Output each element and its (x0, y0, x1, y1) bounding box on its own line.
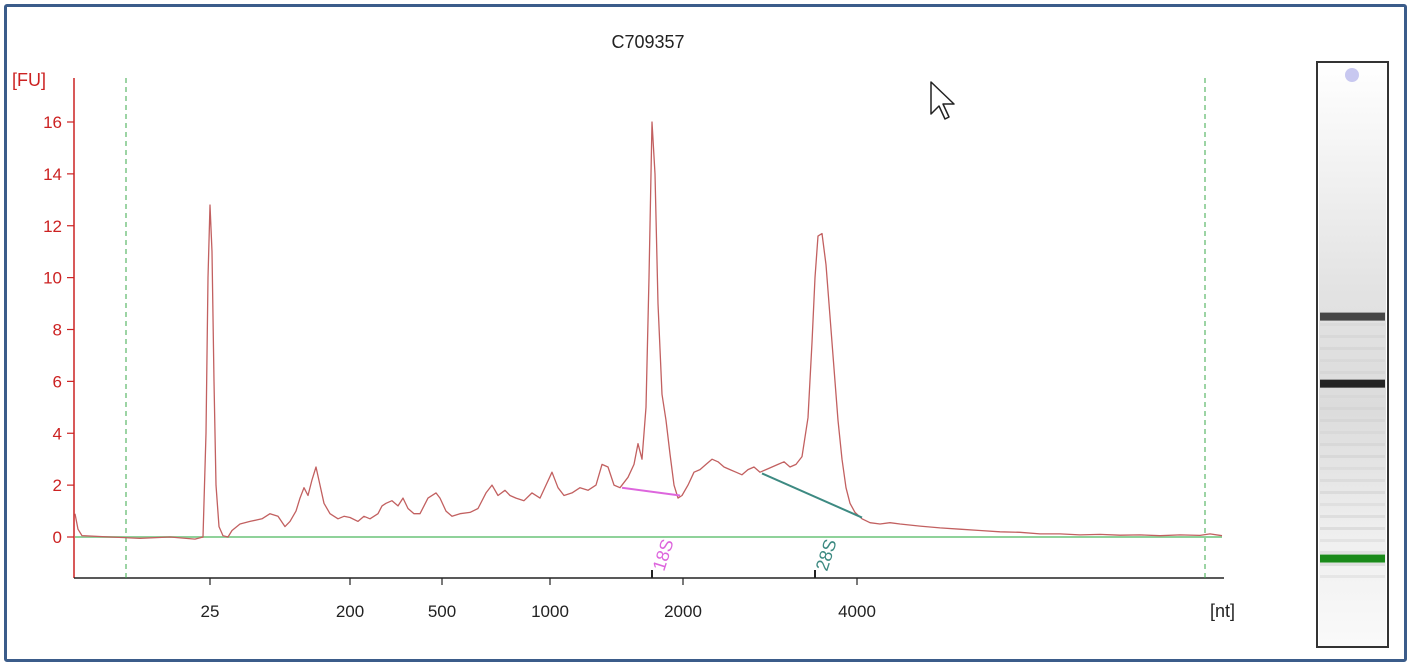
gel-lane (1316, 61, 1389, 648)
gel-faint-band (1320, 407, 1385, 410)
chart-title: C709357 (611, 32, 684, 52)
gel-faint-band (1320, 491, 1385, 494)
y-tick-label: 14 (43, 165, 62, 184)
gel-band (1320, 312, 1385, 321)
gel-marker-dot (1345, 68, 1359, 82)
y-tick-label: 2 (53, 476, 62, 495)
gel-faint-band (1320, 503, 1385, 506)
peak-baseline-18s (621, 486, 681, 497)
y-tick-label: 8 (53, 321, 62, 340)
peak-baseline-28s (761, 472, 863, 519)
x-tick-label: 2000 (664, 602, 702, 621)
gel-faint-band (1320, 431, 1385, 434)
x-tick-label: 200 (336, 602, 364, 621)
gel-band (1320, 379, 1385, 388)
gel-faint-band (1320, 455, 1385, 458)
y-tick-label: 0 (53, 528, 62, 547)
gel-faint-band (1320, 443, 1385, 446)
y-tick-label: 10 (43, 269, 62, 288)
x-tick-label: 1000 (531, 602, 569, 621)
trace-line (74, 121, 1223, 540)
y-tick-label: 16 (43, 113, 62, 132)
gel-faint-band (1320, 359, 1385, 362)
peak-label-18s: 18S (649, 537, 678, 574)
gel-image (1319, 63, 1386, 646)
gel-faint-band (1320, 371, 1385, 374)
y-tick-label: 6 (53, 372, 62, 391)
plot-area: 0 2 4 6 8 10 12 14 16 25 200 500 1000 2000 4000 18S 28S (43, 78, 1224, 621)
gel-faint-band (1320, 467, 1385, 470)
x-tick-label: 25 (201, 602, 220, 621)
gel-faint-band (1320, 515, 1385, 518)
chart-frame (4, 4, 1407, 662)
gel-faint-band (1320, 419, 1385, 422)
gel-smear (1319, 63, 1386, 646)
gel-faint-band (1320, 335, 1385, 338)
y-tick-label: 4 (53, 424, 62, 443)
mouse-cursor-icon (930, 81, 955, 120)
y-axis-label: [FU] (12, 70, 46, 90)
gel-faint-band (1320, 575, 1385, 578)
peak-label-28s: 28S (812, 537, 841, 574)
gel-faint-band (1320, 395, 1385, 398)
gel-faint-band (1320, 479, 1385, 482)
gel-faint-band (1320, 563, 1385, 566)
x-tick-label: 500 (428, 602, 456, 621)
gel-faint-band (1320, 323, 1385, 326)
x-axis-label: [nt] (1210, 601, 1235, 621)
y-tick-label: 12 (43, 217, 62, 236)
gel-faint-band (1320, 347, 1385, 350)
gel-faint-band (1320, 551, 1385, 554)
gel-faint-band (1320, 539, 1385, 542)
gel-faint-band (1320, 527, 1385, 530)
x-tick-label: 4000 (838, 602, 876, 621)
gel-band (1320, 554, 1385, 563)
